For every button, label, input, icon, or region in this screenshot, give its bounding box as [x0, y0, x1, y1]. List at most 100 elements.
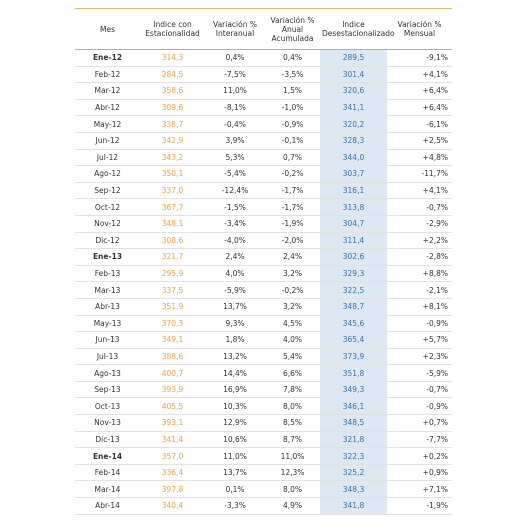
table-row: Sep-13 393,9 16,9% 7,8% 349,3 -0,7%	[75, 381, 452, 399]
table-cell: -12,4%	[205, 182, 265, 200]
table-cell: +2,2%	[387, 232, 452, 250]
table-row: Feb-14 336,4 13,7% 12,3% 325,2 +0,9%	[75, 464, 452, 482]
table-row: Mar-14 397,8 0,1% 8,0% 348,3 +7,1%	[75, 480, 452, 499]
table-cell: -7,7%	[387, 431, 452, 449]
table-cell: 314,3	[140, 49, 205, 67]
table-cell: May-13	[75, 315, 140, 333]
table-cell: +7,1%	[387, 480, 452, 499]
table-cell: -2,8%	[387, 248, 452, 266]
table-cell: 367,7	[140, 198, 205, 216]
table-cell: 14,4%	[205, 364, 265, 382]
table-cell: 321,8	[320, 431, 387, 449]
table-cell: 303,7	[320, 165, 387, 183]
data-table: Mes Indice con Estacionalidad Variación % …	[75, 8, 452, 515]
table-cell: -0,2%	[265, 165, 320, 183]
table-cell: -3,4%	[205, 215, 265, 233]
table-cell: 316,1	[320, 182, 387, 200]
table-cell: -6,1%	[387, 115, 452, 133]
table-cell: +8,8%	[387, 265, 452, 283]
table-cell: -0,2%	[265, 281, 320, 299]
table-cell: 344,0	[320, 149, 387, 167]
table-cell: -1,9%	[265, 215, 320, 233]
column-header: Indice con Estacionalidad	[140, 8, 205, 50]
table-cell: Ene-12	[75, 49, 140, 67]
table-cell: 357,0	[140, 447, 205, 465]
table-cell: 7,8%	[265, 381, 320, 399]
table-row: Jun-12 342,9 3,9% -0,1% 328,3 +2,5%	[75, 132, 452, 150]
table-cell: Abr-12	[75, 99, 140, 117]
table-row: Mar-13 337,5 -5,9% -0,2% 322,5 -2,1%	[75, 281, 452, 299]
table-cell: 0,4%	[205, 49, 265, 67]
table-cell: -0,9%	[387, 397, 452, 416]
table-cell: 341,4	[140, 431, 205, 449]
table-row: May-12 338,7 -0,4% -0,9% 320,2 -6,1%	[75, 115, 452, 133]
table-cell: 345,6	[320, 315, 387, 333]
table-cell: 13,2%	[205, 348, 265, 366]
table-cell: +6,4%	[387, 82, 452, 100]
table-cell: 8,5%	[265, 414, 320, 432]
table-cell: 405,5	[140, 397, 205, 416]
table-row: Abr-13 351,9 13,7% 3,2% 348,7 +8,1%	[75, 298, 452, 316]
table-cell: +0,9%	[387, 464, 452, 482]
table-cell: -1,5%	[205, 198, 265, 216]
table-cell: 16,9%	[205, 381, 265, 399]
table-cell: -2,1%	[387, 281, 452, 299]
table-cell: Mar-13	[75, 281, 140, 299]
table-cell: 365,4	[320, 331, 387, 349]
table-cell: Jul-12	[75, 149, 140, 167]
table-cell: Sep-12	[75, 182, 140, 200]
table-cell: 393,9	[140, 381, 205, 399]
table-cell: -9,1%	[387, 49, 452, 67]
table-cell: -1,0%	[265, 99, 320, 117]
table-cell: 349,1	[140, 331, 205, 349]
table-cell: 1,8%	[205, 331, 265, 349]
table-cell: 5,3%	[205, 149, 265, 167]
table-row: Dic-12 308,6 -4,0% -2,0% 311,4 +2,2%	[75, 232, 452, 250]
table-cell: Feb-13	[75, 265, 140, 283]
table-cell: 400,7	[140, 364, 205, 382]
table-cell: 13,7%	[205, 298, 265, 316]
table-cell: 284,5	[140, 66, 205, 84]
table-cell: Abr-14	[75, 497, 140, 515]
table-cell: 329,3	[320, 265, 387, 283]
table-row: Ene-12 314,3 0,4% 0,4% 289,5 -9,1%	[75, 49, 452, 67]
column-header: Variación % Interanual	[205, 8, 265, 50]
table-cell: 388,6	[140, 348, 205, 366]
table-cell: +2,5%	[387, 132, 452, 150]
table-cell: Abr-13	[75, 298, 140, 316]
table-cell: Feb-12	[75, 66, 140, 84]
table-cell: Jun-12	[75, 132, 140, 150]
table-cell: 301,4	[320, 66, 387, 84]
table-cell: -5,9%	[387, 364, 452, 382]
table-row: Ago-12 350,1 -5,4% -0,2% 303,7 -11,7%	[75, 165, 452, 183]
table-cell: 370,3	[140, 315, 205, 333]
column-header: Variación % Anual Acumulada	[265, 8, 320, 50]
table-cell: -5,9%	[205, 281, 265, 299]
table-cell: +2,3%	[387, 348, 452, 366]
column-header: Indice Desestacionalizado	[320, 8, 395, 50]
table-cell: 311,4	[320, 232, 387, 250]
table-cell: 295,9	[140, 265, 205, 283]
table-cell: +0,7%	[387, 414, 452, 432]
table-row: Jun-13 349,1 1,8% 4,0% 365,4 +5,7%	[75, 331, 452, 349]
table-row: Ago-13 400,7 14,4% 6,6% 351,8 -5,9%	[75, 364, 452, 382]
table-cell: +0,2%	[387, 447, 452, 465]
table-cell: -2,9%	[387, 215, 452, 233]
table-cell: 289,5	[320, 49, 387, 67]
table-cell: 10,6%	[205, 431, 265, 449]
table-cell: -5,4%	[205, 165, 265, 183]
table-cell: 338,7	[140, 115, 205, 133]
table-row: Mar-12 358,6 11,0% 1,5% 320,6 +6,4%	[75, 82, 452, 100]
table-row: Oct-12 367,7 -1,5% -1,7% 313,8 -0,7%	[75, 198, 452, 216]
table-cell: Mar-12	[75, 82, 140, 100]
table-cell: 0,7%	[265, 149, 320, 167]
table-cell: 11,0%	[265, 447, 320, 465]
table-cell: Nov-12	[75, 215, 140, 233]
table-row: Jul-12 343,2 5,3% 0,7% 344,0 +4,8%	[75, 149, 452, 167]
table-cell: 11,0%	[205, 447, 265, 465]
table-cell: 393,1	[140, 414, 205, 432]
table-cell: 348,7	[320, 298, 387, 316]
table-row: Oct-13 405,5 10,3% 8,0% 346,1 -0,9%	[75, 397, 452, 416]
table-cell: Dic-13	[75, 431, 140, 449]
